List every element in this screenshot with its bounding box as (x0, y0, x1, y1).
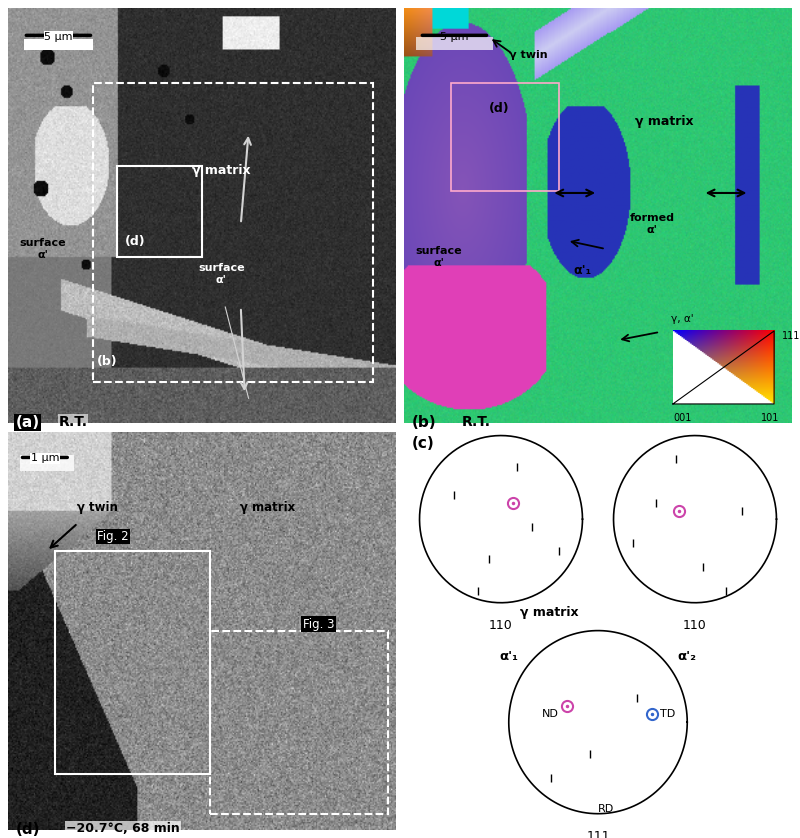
Bar (54, 551, 210, 774)
Text: surface
α': surface α' (416, 246, 462, 268)
Text: 110: 110 (683, 618, 707, 632)
Text: γ matrix: γ matrix (240, 501, 295, 515)
Bar (23, 39, 94, 50)
Text: −20.7°C, 68 min: −20.7°C, 68 min (66, 821, 180, 835)
Text: γ matrix: γ matrix (634, 115, 694, 127)
Text: γ twin: γ twin (77, 501, 118, 515)
Text: Fig. 3: Fig. 3 (302, 618, 334, 630)
Text: (b): (b) (98, 355, 118, 368)
Text: γ matrix: γ matrix (520, 606, 579, 618)
Bar (450, 83, 559, 191)
Text: Fig. 2: Fig. 2 (97, 530, 129, 543)
Text: 111: 111 (586, 830, 610, 838)
Text: surface
α': surface α' (198, 263, 245, 285)
Text: α'₁: α'₁ (499, 650, 518, 664)
Text: γ matrix: γ matrix (192, 164, 250, 178)
Bar (94, 83, 373, 382)
Text: γ twin: γ twin (509, 50, 547, 60)
Bar (20, 456, 74, 471)
Text: 5 μm: 5 μm (44, 32, 73, 42)
Text: TD: TD (660, 709, 675, 719)
Text: surface
α': surface α' (20, 238, 66, 260)
Text: (b): (b) (412, 415, 436, 430)
Text: γ, α': γ, α' (671, 313, 694, 323)
Text: 101: 101 (761, 412, 779, 422)
Text: (d): (d) (16, 821, 40, 836)
Text: α'₂: α'₂ (678, 650, 697, 664)
Text: 1 μm: 1 μm (30, 453, 59, 463)
Bar (416, 38, 494, 50)
Text: R.T.: R.T. (58, 415, 87, 429)
Text: α'₂: α'₂ (674, 355, 692, 368)
Text: RD: RD (598, 804, 614, 814)
Bar (210, 630, 388, 814)
Text: 5 μm: 5 μm (440, 32, 469, 42)
Text: (d): (d) (490, 102, 510, 115)
Text: 110: 110 (489, 618, 513, 632)
Text: 001: 001 (673, 412, 691, 422)
Text: R.T.: R.T. (462, 415, 491, 429)
Text: ND: ND (542, 709, 559, 719)
Bar (117, 166, 202, 257)
Text: α'₁: α'₁ (574, 264, 591, 277)
Text: (a): (a) (16, 415, 40, 430)
Text: 111: 111 (782, 331, 800, 341)
Text: formed
α': formed α' (630, 214, 675, 235)
Text: (d): (d) (125, 235, 145, 248)
Text: (c): (c) (412, 436, 434, 451)
